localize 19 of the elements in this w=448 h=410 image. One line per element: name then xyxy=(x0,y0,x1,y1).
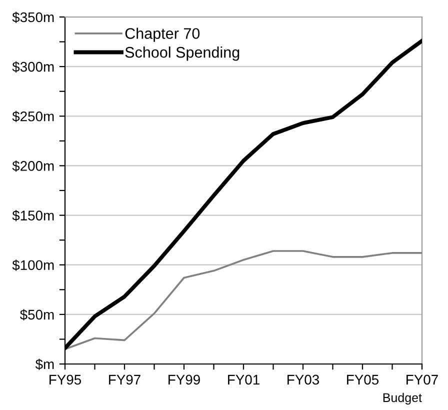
y-tick-label: $200m xyxy=(12,160,54,172)
x-tick-label: FY01 xyxy=(228,374,260,385)
y-tick-label: $150m xyxy=(12,210,54,222)
y-tick-label: $300m xyxy=(12,61,54,73)
line-series xyxy=(65,250,422,350)
x-tick-label: FY97 xyxy=(109,374,140,385)
x-tick-label: FY07 xyxy=(406,374,438,385)
y-tick-label: $100m xyxy=(12,260,54,271)
x-tick-label: FY05 xyxy=(347,374,379,385)
y-tick-label: $m xyxy=(35,358,54,370)
legend-label: Chapter 70 xyxy=(125,28,200,42)
x-tick-label: FY99 xyxy=(168,374,200,385)
x-tick-label: FY03 xyxy=(288,374,319,385)
legend-label: School Spending xyxy=(125,46,240,61)
y-tick-label: $250m xyxy=(12,110,54,122)
x-axis-title: Budget xyxy=(383,392,422,405)
x-tick-label: FY95 xyxy=(50,374,82,385)
y-tick-label: $50m xyxy=(20,309,54,320)
y-tick-label: $350m xyxy=(12,12,54,23)
